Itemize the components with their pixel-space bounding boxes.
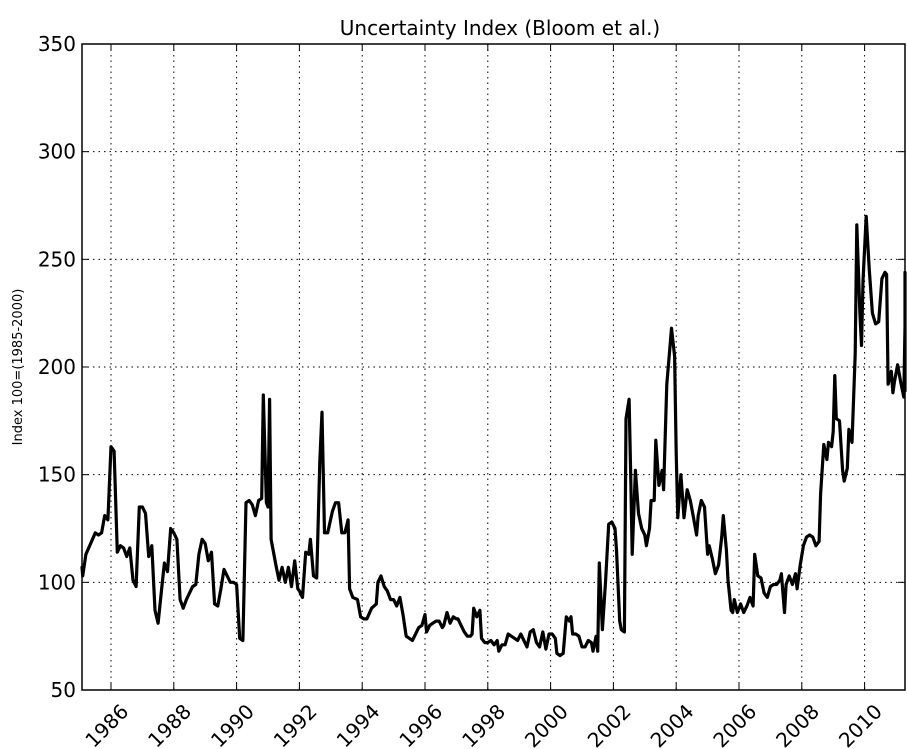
x-tick-label: 2008 [771,699,824,749]
x-tick-label: 2004 [646,699,699,749]
x-tick-label: 1992 [269,699,322,749]
x-tick-label: 2006 [708,699,761,749]
x-tick-label: 1998 [457,699,510,749]
y-tick-label: 150 [38,463,76,487]
y-axis-label: Index 100=(1985-2000) [11,289,26,446]
x-tick-label: 1988 [143,699,196,749]
y-tick-label: 100 [38,570,76,594]
y-tick-label: 250 [38,247,76,271]
y-tick-label: 350 [38,32,76,56]
series-line [80,214,907,658]
x-tick-label: 2002 [583,699,636,749]
x-tick-label: 2010 [834,699,887,749]
plot-frame [81,43,906,691]
y-tick-label: 300 [38,140,76,164]
x-tick-label: 1996 [394,699,447,749]
x-tick-label: 1990 [206,699,259,749]
x-tick-label: 1994 [332,699,385,749]
y-tick-label: 200 [38,355,76,379]
x-tick-label: 1986 [80,699,133,749]
y-axis-ticks: 50 100 150 200 250 300 350 [38,32,905,702]
chart-title: Uncertainty Index (Bloom et al.) [340,16,661,40]
y-tick-label: 50 [51,678,76,702]
x-tick-label: 2000 [520,699,573,749]
